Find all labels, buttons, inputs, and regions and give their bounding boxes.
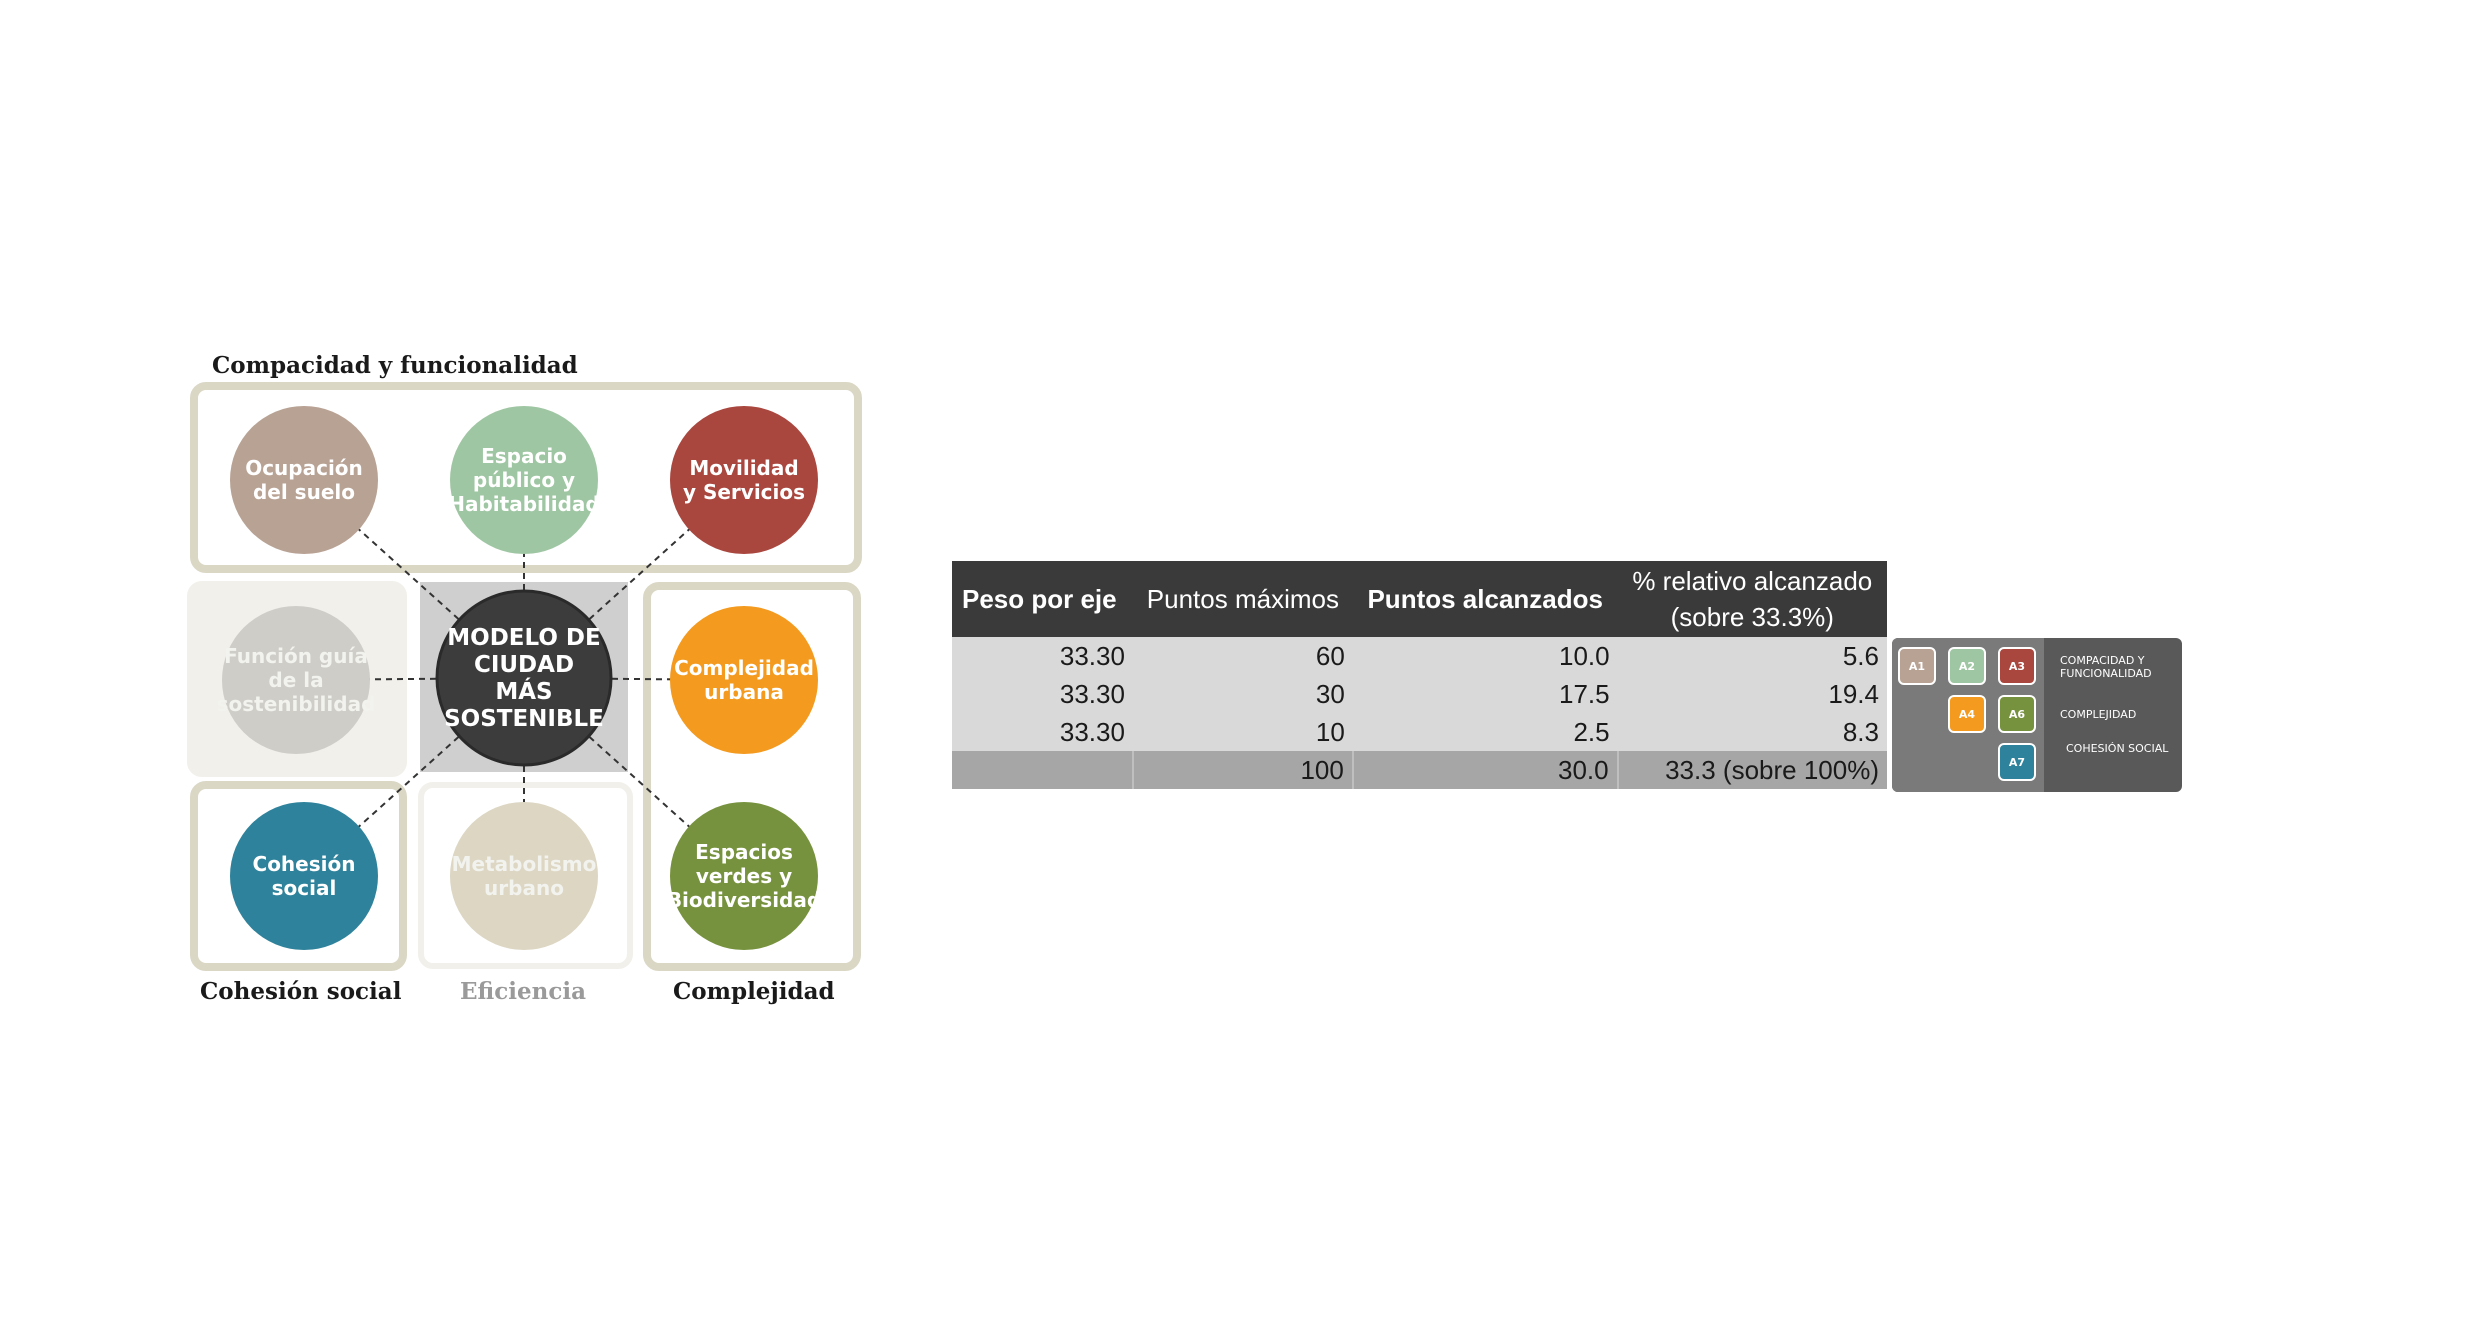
legend-box-a2: A2 bbox=[1948, 647, 1986, 685]
table-cell: 2.5 bbox=[1352, 713, 1618, 751]
node-label-espacio: Habitabilidad bbox=[448, 492, 599, 516]
node-circle-espacio bbox=[450, 406, 598, 554]
node-circle-metabolismo bbox=[450, 802, 598, 950]
node-label-ocupacion: del suelo bbox=[253, 480, 355, 504]
node-label-movilidad: y Servicios bbox=[683, 480, 805, 504]
group-label-eficiencia: Eficiencia bbox=[460, 978, 586, 1005]
node-label-movilidad: Movilidad bbox=[689, 456, 798, 480]
table-cell: 33.30 bbox=[952, 675, 1133, 713]
legend-box-a4: A4 bbox=[1948, 695, 1986, 733]
table-cell: 100 bbox=[1131, 751, 1353, 789]
legend-item-compacidad: Compacidad y funcionalidad bbox=[2060, 654, 2152, 680]
table-cell: 30.0 bbox=[1351, 751, 1618, 789]
header-puntos-maximos: Puntos máximos bbox=[1132, 561, 1353, 637]
group-label-cohesion: Cohesión social bbox=[200, 978, 402, 1005]
table-cell: 33.3 (sobre 100%) bbox=[1616, 751, 1887, 789]
node-circle-espacios-verdes bbox=[670, 802, 818, 950]
node-circle-complejidad bbox=[670, 606, 818, 754]
legend-item-complejidad: Complejidad bbox=[2060, 708, 2137, 721]
center-label-line: CIUDAD bbox=[474, 652, 574, 678]
node-circle-cohesion bbox=[230, 802, 378, 950]
legend-box-a1: A1 bbox=[1898, 647, 1936, 685]
legend-item-cohesion: Cohesión social bbox=[2066, 742, 2169, 755]
header-puntos-alcanzados: Puntos alcanzados bbox=[1352, 561, 1618, 637]
table-total-row: 100 30.0 33.3 (sobre 100%) bbox=[952, 751, 1887, 789]
legend-panel: A1 A2 A3 A4 A6 A7 Compacidad y funcional… bbox=[1892, 638, 2182, 792]
table-row: 33.30 10 2.5 8.3 bbox=[952, 713, 1887, 751]
table-cell: 5.6 bbox=[1617, 637, 1887, 675]
group-label-complejidad: Complejidad bbox=[673, 978, 835, 1005]
node-label-espacios-verdes: Espacios bbox=[695, 840, 793, 864]
node-label-funcion: sostenibilidad bbox=[217, 692, 376, 716]
header-peso: Peso por eje bbox=[952, 561, 1133, 637]
node-label-metabolismo: Metabolismo bbox=[452, 852, 597, 876]
node-label-funcion: de la bbox=[268, 668, 323, 692]
node-label-funcion: Función guía bbox=[224, 644, 368, 668]
header-relativo: % relativo alcanzado (sobre 33.3%) bbox=[1617, 561, 1887, 637]
score-table: Peso por eje Puntos máximos Puntos alcan… bbox=[952, 561, 1887, 789]
node-circle-ocupacion bbox=[230, 406, 378, 554]
table-cell: 60 bbox=[1132, 637, 1353, 675]
table-cell: 8.3 bbox=[1617, 713, 1887, 751]
node-label-espacios-verdes: Biodiversidad bbox=[667, 888, 821, 912]
table-row: 33.30 30 17.5 19.4 bbox=[952, 675, 1887, 713]
node-label-espacio: Espacio bbox=[481, 444, 567, 468]
table-cell: 17.5 bbox=[1352, 675, 1618, 713]
center-label-line: MODELO DE bbox=[447, 625, 600, 651]
node-label-complejidad: urbana bbox=[704, 680, 784, 704]
table-cell bbox=[952, 751, 1133, 789]
center-circle bbox=[435, 589, 613, 767]
node-label-espacios-verdes: verdes y bbox=[696, 864, 792, 888]
table-cell: 10.0 bbox=[1352, 637, 1618, 675]
node-label-metabolismo: urbano bbox=[484, 876, 564, 900]
table-cell: 19.4 bbox=[1617, 675, 1887, 713]
table-row: 33.30 60 10.0 5.6 bbox=[952, 637, 1887, 675]
node-label-cohesion: social bbox=[272, 876, 337, 900]
table-cell: 33.30 bbox=[952, 637, 1133, 675]
legend-box-a6: A6 bbox=[1998, 695, 2036, 733]
node-label-complejidad: Complejidad bbox=[674, 656, 814, 680]
node-label-cohesion: Cohesión bbox=[253, 852, 356, 876]
node-label-ocupacion: Ocupación bbox=[245, 456, 363, 480]
table-cell: 30 bbox=[1132, 675, 1353, 713]
center-label-line: MÁS bbox=[495, 677, 552, 705]
table-header-row: Peso por eje Puntos máximos Puntos alcan… bbox=[952, 561, 1887, 637]
group-label-compacidad: Compacidad y funcionalidad bbox=[212, 352, 578, 379]
header-relativo-line2: (sobre 33.3%) bbox=[1670, 602, 1834, 632]
center-label-line: SOSTENIBLE bbox=[444, 706, 604, 732]
legend-box-a3: A3 bbox=[1998, 647, 2036, 685]
node-label-espacio: público y bbox=[473, 468, 575, 492]
legend-box-a7: A7 bbox=[1998, 743, 2036, 781]
node-circle-movilidad bbox=[670, 406, 818, 554]
header-relativo-line1: % relativo alcanzado bbox=[1632, 566, 1873, 596]
table-cell: 10 bbox=[1132, 713, 1353, 751]
node-circle-funcion bbox=[222, 606, 370, 754]
table-cell: 33.30 bbox=[952, 713, 1133, 751]
